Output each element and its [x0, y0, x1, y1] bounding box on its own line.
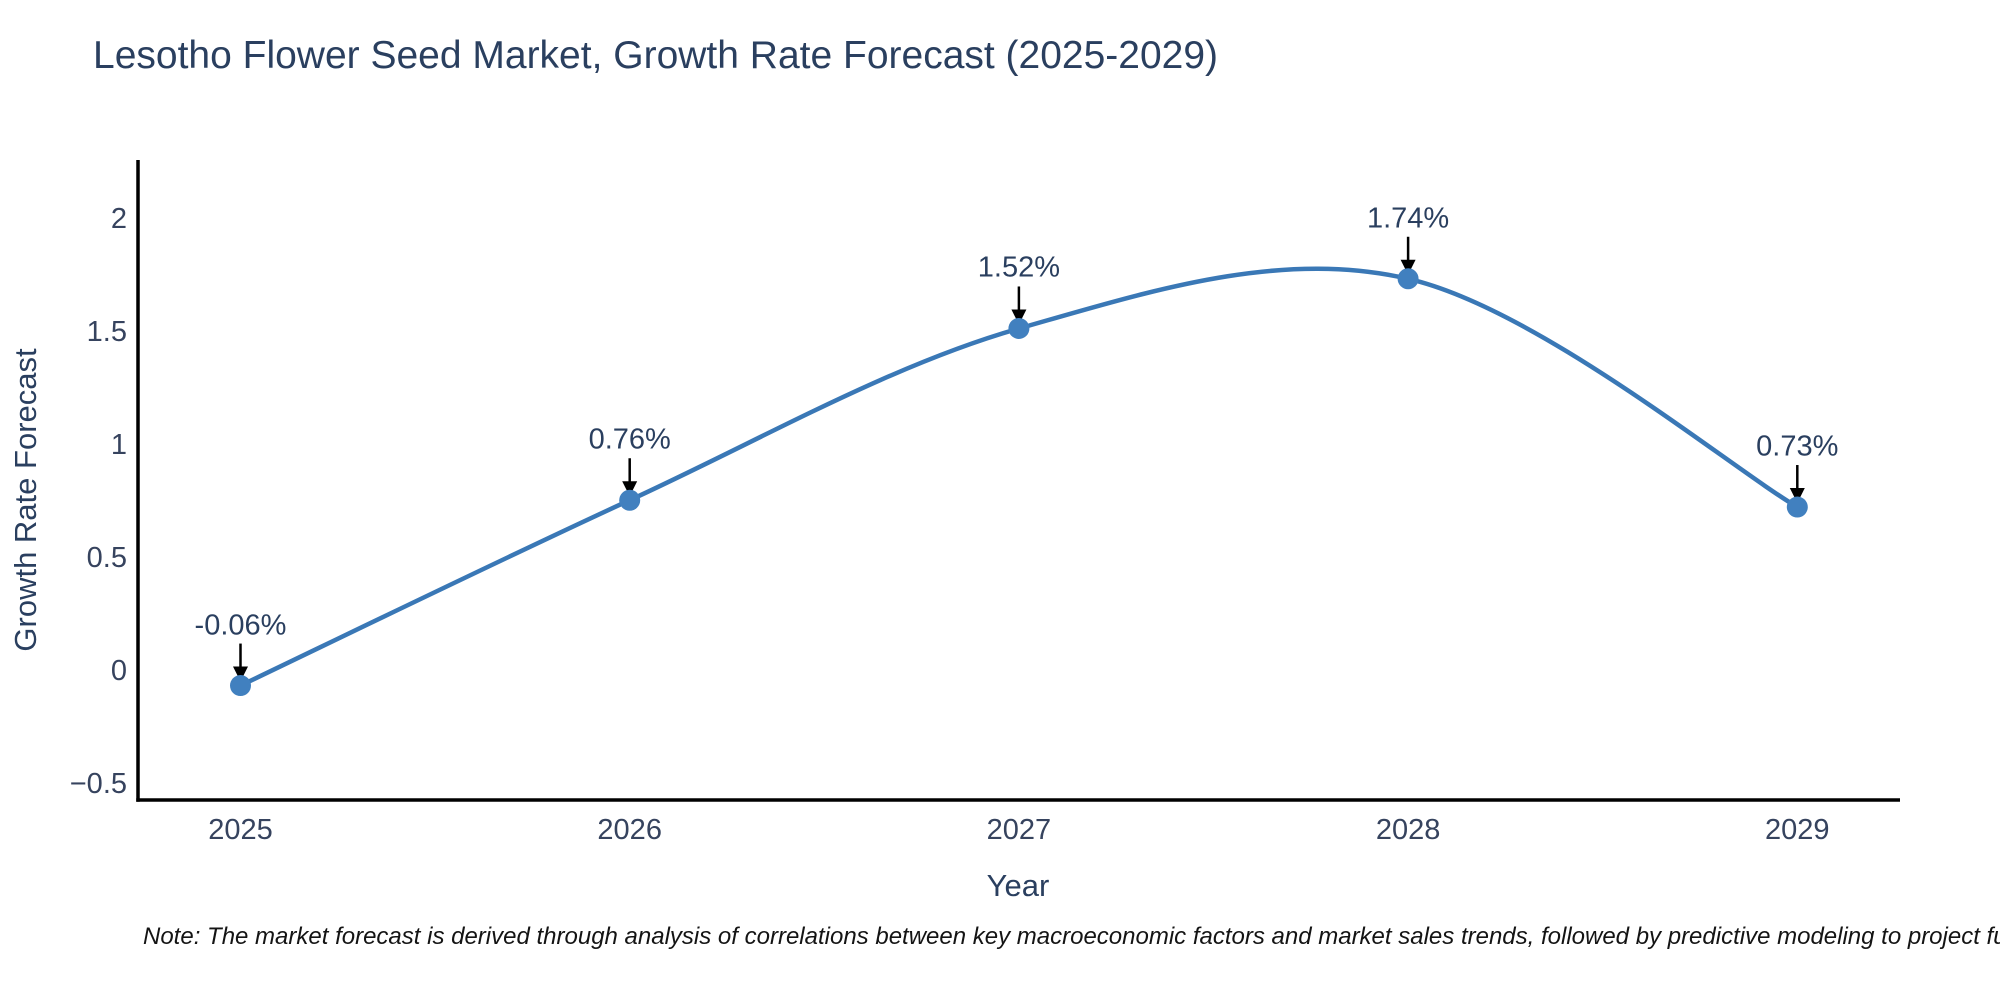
annotation-arrowhead-icon	[1789, 488, 1805, 504]
data-point-marker	[619, 489, 641, 511]
annotation-arrows	[233, 236, 1805, 682]
data-point-annotation: 1.74%	[1366, 202, 1450, 235]
annotation-arrowhead-icon	[233, 666, 248, 682]
x-axis-title: Year	[986, 868, 1050, 903]
y-tick-label: 1.5	[86, 315, 127, 348]
chart-title: Lesotho Flower Seed Market, Growth Rate …	[93, 34, 1219, 77]
data-point-marker	[1397, 268, 1419, 290]
data-point-markers	[230, 268, 1808, 697]
x-tick-label: 2026	[597, 814, 662, 846]
data-point-marker	[1786, 496, 1808, 518]
data-point-annotation: 0.73%	[1756, 430, 1839, 463]
x-tick-label: 2027	[986, 814, 1052, 846]
data-point-annotation: 0.76%	[588, 423, 671, 456]
x-tick-label: 2028	[1375, 814, 1441, 846]
annotation-arrowhead-icon	[1011, 309, 1027, 325]
y-tick-label: 2	[110, 202, 127, 235]
x-tick-label: 2025	[208, 814, 273, 846]
axes	[136, 160, 1900, 802]
data-point-annotation: 1.52%	[977, 251, 1061, 284]
annotation-arrowhead-icon	[622, 481, 638, 497]
data-point-annotation: -0.06%	[194, 609, 287, 642]
data-point-marker	[230, 675, 251, 697]
y-tick-label: 0	[110, 654, 127, 687]
y-tick-label: 1	[110, 428, 127, 461]
x-tick-label: 2029	[1765, 814, 1830, 846]
footnote: Note: The market forecast is derived thr…	[143, 923, 2000, 950]
data-point-marker	[1008, 317, 1030, 339]
y-tick-label: 0.5	[86, 541, 127, 574]
y-tick-label: −0.5	[69, 767, 127, 800]
annotation-arrowhead-icon	[1400, 259, 1416, 275]
